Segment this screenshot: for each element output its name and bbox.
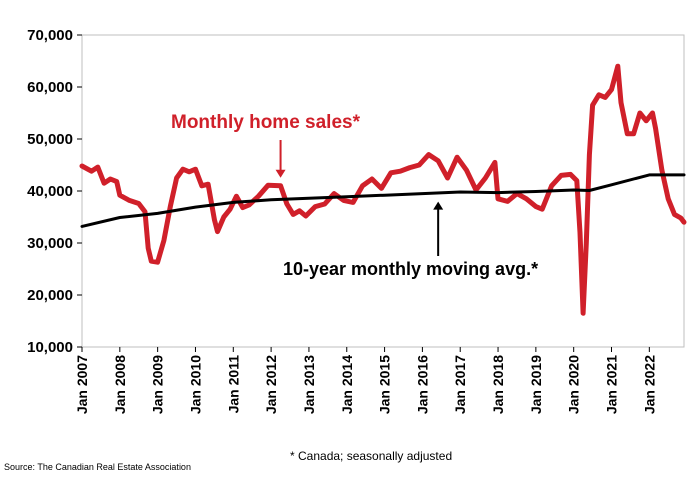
y-tick-label: 60,000 xyxy=(27,79,73,96)
x-tick-label: Jan 2017 xyxy=(452,355,468,414)
y-tick-label: 40,000 xyxy=(27,183,73,200)
x-tick-label: Jan 2007 xyxy=(74,355,90,414)
x-tick-label: Jan 2009 xyxy=(150,355,166,414)
x-tick-label: Jan 2008 xyxy=(112,355,128,414)
x-tick-label: Jan 2018 xyxy=(490,355,506,414)
y-tick-label: 10,000 xyxy=(27,339,73,356)
footnote: * Canada; seasonally adjusted xyxy=(290,449,452,463)
x-tick-label: Jan 2012 xyxy=(263,355,279,414)
x-tick-label: Jan 2011 xyxy=(225,355,241,414)
x-tick-label: Jan 2015 xyxy=(377,355,393,414)
average-arrow-head xyxy=(433,201,444,210)
sales-arrow-head xyxy=(275,169,286,178)
y-tick-label: 70,000 xyxy=(27,27,73,44)
y-tick-label: 50,000 xyxy=(27,131,73,148)
moving-average-annotation: 10-year monthly moving avg.* xyxy=(283,259,538,279)
x-tick-label: Jan 2014 xyxy=(339,355,355,414)
x-axis: Jan 2007 Jan 2008 Jan 2009 Jan 2010 Jan 2011… xyxy=(74,347,657,414)
monthly-sales-line xyxy=(79,63,687,316)
y-tick-label: 20,000 xyxy=(27,287,73,304)
annotation-layer: Monthly home sales* 10-year monthly movi… xyxy=(171,112,538,279)
source-note: Source: The Canadian Real Estate Associa… xyxy=(4,462,191,472)
x-tick-label: Jan 2020 xyxy=(566,355,582,414)
x-tick-label: Jan 2016 xyxy=(414,355,430,414)
moving-average-line xyxy=(80,173,686,228)
monthly-home-sales-annotation: Monthly home sales* xyxy=(171,112,361,133)
series-layer xyxy=(79,63,687,316)
x-tick-label: Jan 2019 xyxy=(528,355,544,414)
x-tick-label: Jan 2022 xyxy=(641,355,657,414)
x-tick-label: Jan 2013 xyxy=(301,355,317,414)
y-axis: 10,000 20,000 30,000 40,000 50,000 60,000 70,0… xyxy=(27,27,685,356)
y-tick-label: 30,000 xyxy=(27,235,73,252)
x-tick-label: Jan 2010 xyxy=(187,355,203,414)
x-tick-label: Jan 2021 xyxy=(604,355,620,414)
